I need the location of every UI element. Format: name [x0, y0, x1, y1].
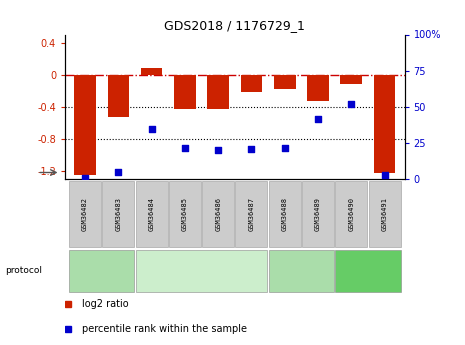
- Bar: [340, 75, 362, 85]
- Bar: [169, 181, 201, 247]
- Bar: [269, 181, 301, 247]
- Point: [115, 169, 122, 175]
- Bar: [207, 75, 229, 109]
- Bar: [369, 181, 400, 247]
- Bar: [107, 75, 129, 117]
- Text: percentile rank within the sample: percentile rank within the sample: [82, 324, 247, 334]
- Point: [181, 145, 189, 150]
- Point: [81, 175, 89, 181]
- Text: HIF-1_mutant
alpha chain
transfection: HIF-1_mutant alpha chain transfection: [278, 260, 325, 281]
- Point: [314, 116, 322, 121]
- Text: GSM36491: GSM36491: [382, 197, 388, 231]
- Text: GSM36489: GSM36489: [315, 197, 321, 231]
- Text: HIF-2 alpha chain
transfection: HIF-2 alpha chain transfection: [338, 264, 399, 277]
- Bar: [202, 181, 234, 247]
- Bar: [102, 181, 134, 247]
- Bar: [235, 181, 267, 247]
- Text: hypoxia: hypoxia: [88, 268, 115, 274]
- Text: HIF-1 alpha chain
transfection: HIF-1 alpha chain transfection: [171, 264, 232, 277]
- Bar: [141, 68, 162, 75]
- Bar: [241, 75, 262, 92]
- Bar: [302, 181, 334, 247]
- Text: GSM36483: GSM36483: [115, 197, 121, 231]
- Text: GSM36487: GSM36487: [248, 197, 254, 231]
- Text: GSM36484: GSM36484: [149, 197, 155, 231]
- Bar: [374, 75, 395, 173]
- Text: GSM36486: GSM36486: [215, 197, 221, 231]
- Point: [214, 148, 222, 153]
- Text: GSM36490: GSM36490: [348, 197, 354, 231]
- Point: [281, 145, 288, 150]
- Text: GSM36488: GSM36488: [282, 197, 288, 231]
- Bar: [307, 75, 329, 100]
- Point: [248, 146, 255, 152]
- Bar: [74, 75, 96, 175]
- Point: [381, 172, 388, 178]
- Title: GDS2018 / 1176729_1: GDS2018 / 1176729_1: [165, 19, 305, 32]
- Text: GSM36485: GSM36485: [182, 197, 188, 231]
- Text: log2 ratio: log2 ratio: [82, 299, 129, 309]
- Bar: [335, 181, 367, 247]
- Text: GSM36482: GSM36482: [82, 197, 88, 231]
- Bar: [174, 75, 196, 109]
- Bar: [274, 75, 296, 89]
- Text: protocol: protocol: [5, 266, 42, 275]
- Point: [148, 126, 155, 131]
- Bar: [136, 181, 167, 247]
- Bar: [69, 181, 101, 247]
- Point: [347, 101, 355, 107]
